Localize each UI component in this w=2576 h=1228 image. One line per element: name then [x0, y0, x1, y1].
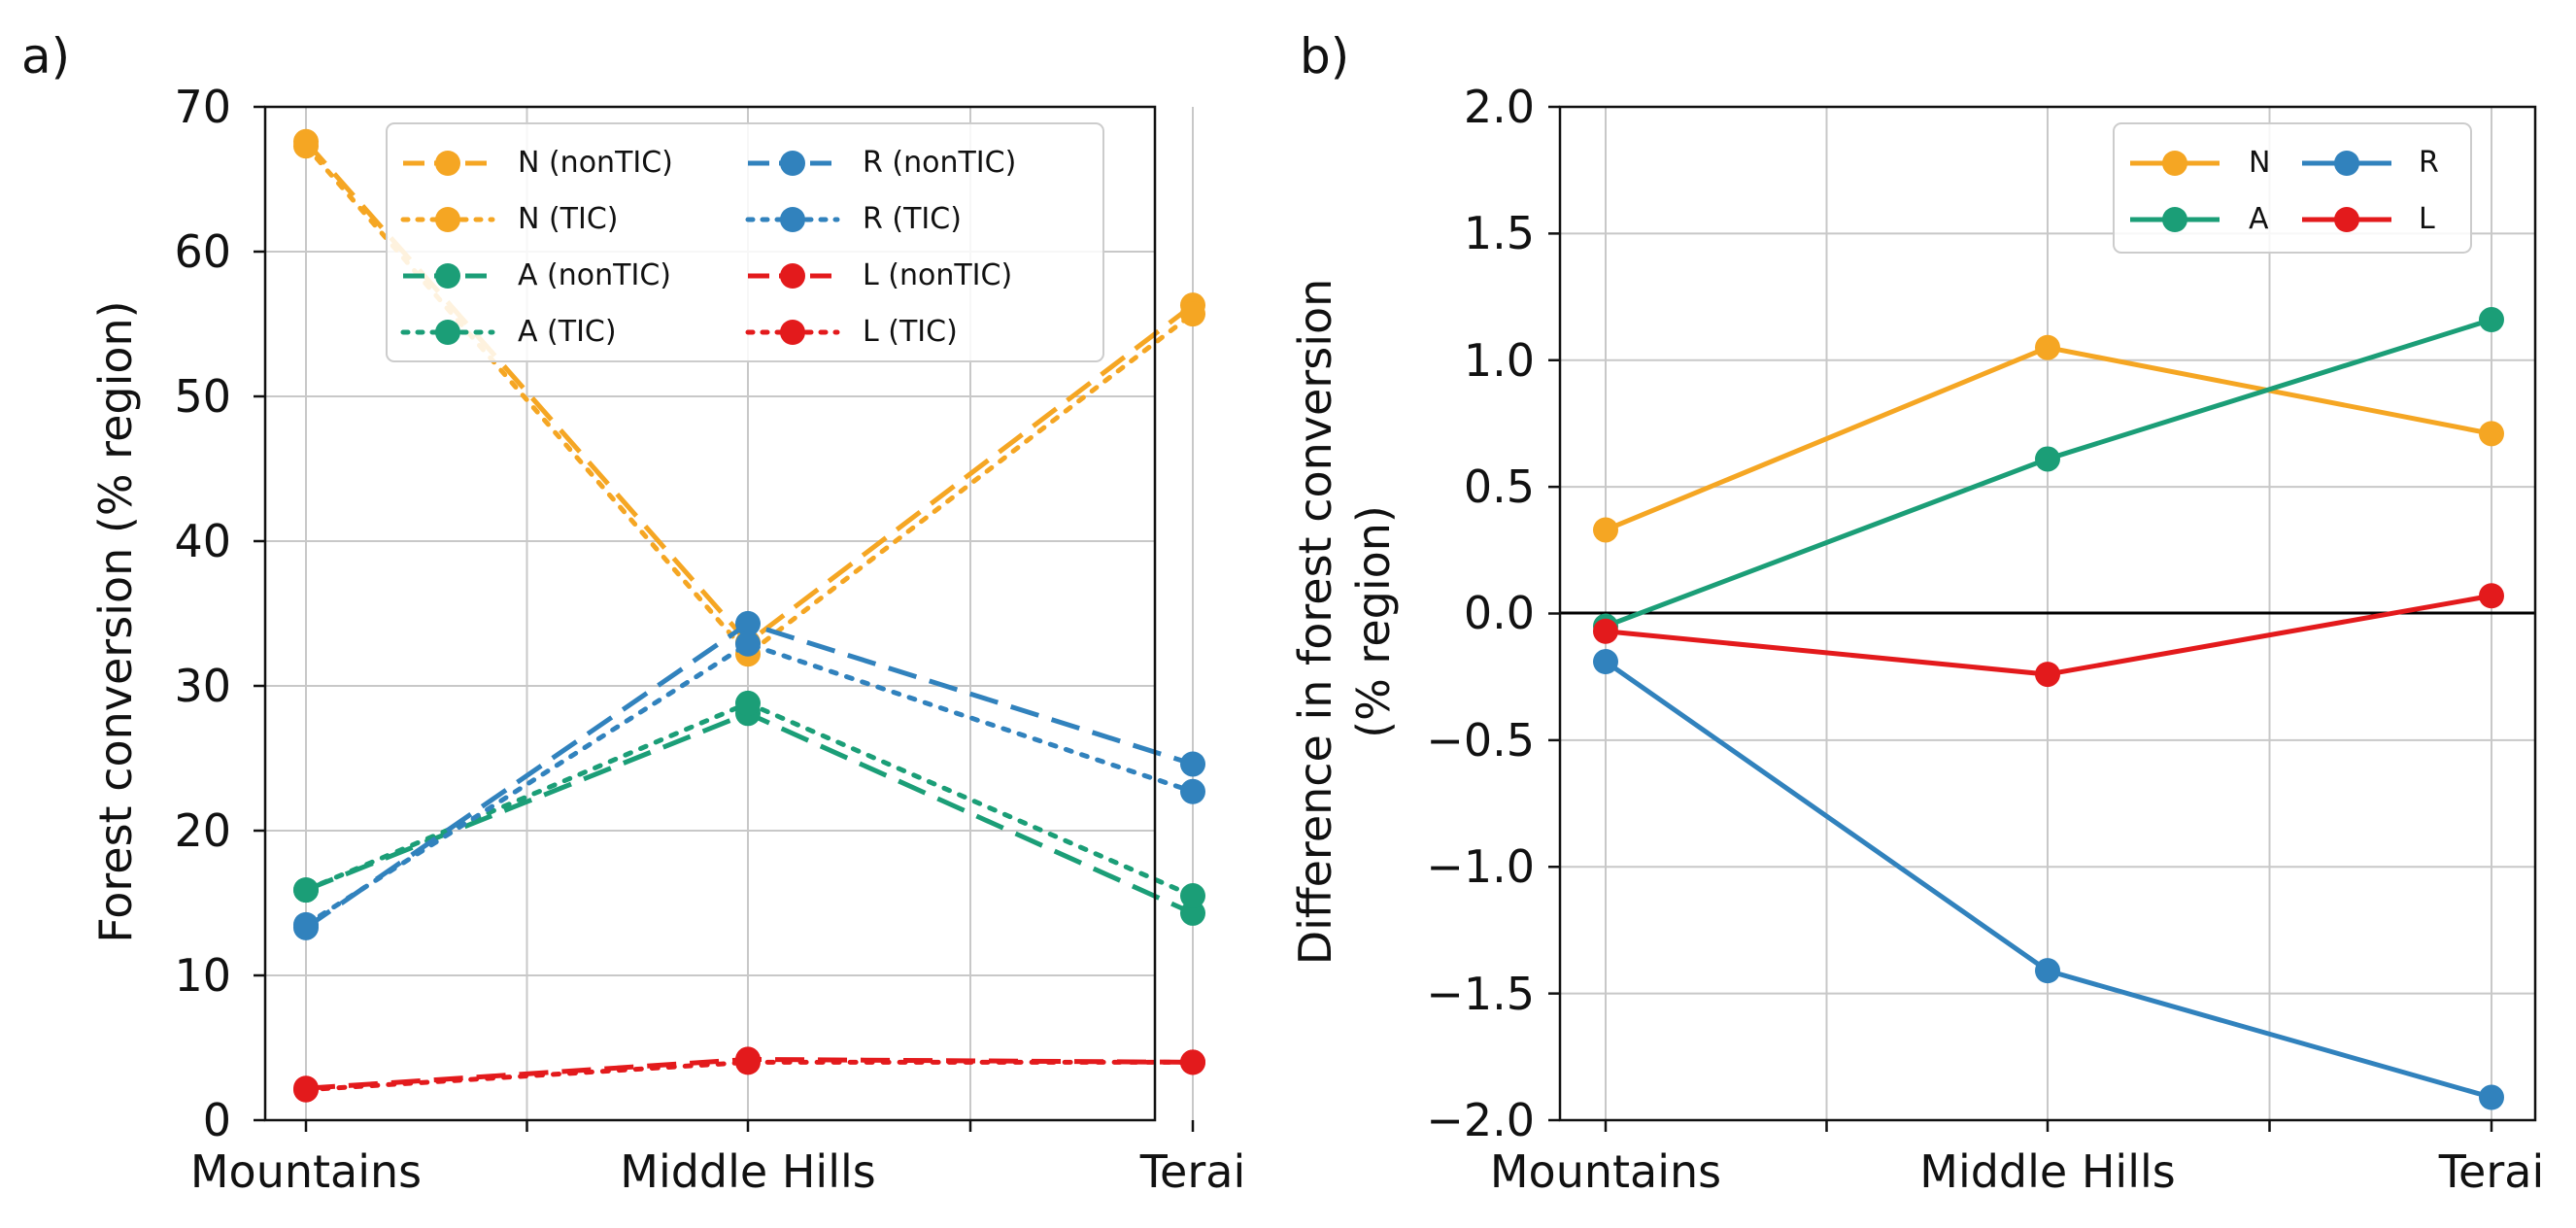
panel-b-data-point-a	[2479, 307, 2504, 333]
panel-b-y-axis-title-units: (% region)	[1347, 505, 1400, 738]
panel-a-legend-swatch-marker-r-nontic	[780, 151, 805, 176]
panel-b-legend: N A R L	[2113, 122, 2472, 254]
panel-a-data-point-l-tic	[735, 1049, 761, 1075]
panel-b-legend-swatch-marker-r	[2334, 151, 2359, 176]
panel-b-legend-box	[2113, 122, 2472, 254]
panel-b-y-tick: 2.0	[1464, 81, 1535, 133]
panel-a: a) Forest conversion (% region) 0 10 20 …	[21, 28, 1245, 1198]
panel-a-y-axis-title: Forest conversion (% region)	[89, 300, 142, 942]
panel-b-data-point-n	[2035, 334, 2060, 360]
panel-a-legend-swatch-marker-n-nontic	[435, 151, 460, 176]
panel-b-legend-entry-a: A	[2249, 202, 2269, 236]
panel-a-legend-swatch-marker-l-tic	[780, 320, 805, 345]
panel-a-legend-entry-r-tic: R (TIC)	[863, 202, 962, 236]
panel-b-y-axis-title: Difference in forest conversion	[1289, 279, 1341, 966]
panel-a-plot-frame	[263, 105, 1157, 1122]
panel-b-y-tick: 1.5	[1464, 207, 1535, 259]
panel-b-data-point-n	[1593, 517, 1618, 543]
panel-b-legend-entry-r: R	[2419, 146, 2439, 180]
panel-a-series-line-r-nontic	[304, 621, 1194, 930]
panel-a-data-point-l-tic	[293, 1076, 319, 1103]
panel-a-legend-swatches	[400, 151, 840, 345]
panel-a-series-line-a-nontic	[305, 710, 1195, 916]
panel-a-legend-entry-a-tic: A (TIC)	[518, 315, 617, 349]
panel-b-data-point-a	[2035, 446, 2060, 472]
panel-a-y-tick: 60	[174, 225, 231, 278]
panel-a-legend-entry-r-nontic: R (nonTIC)	[863, 146, 1016, 180]
panel-a-legend-entry-l-nontic: L (nonTIC)	[863, 258, 1012, 292]
panel-a-legend-swatch-marker-n-tic	[435, 207, 460, 232]
panel-b-x-tick: Terai	[2438, 1145, 2544, 1198]
panel-a-legend: N (nonTIC) N (TIC) A (nonTIC) A (TIC) R …	[386, 122, 1104, 362]
panel-b-data-point-r	[1593, 649, 1618, 675]
panel-b-data-point-r	[2479, 1084, 2504, 1110]
panel-a-legend-entry-l-tic: L (TIC)	[863, 315, 958, 349]
panel-a-data-point-a-tic	[1180, 883, 1205, 909]
panel-a-data-point-r-tic	[1180, 778, 1205, 804]
panel-a-y-tick: 70	[174, 81, 231, 133]
panel-b-legend-entry-n: N	[2249, 146, 2270, 180]
panel-a-legend-swatch-marker-l-nontic	[780, 263, 805, 289]
panel-a-data-point-r-nontic	[735, 610, 761, 636]
panel-b-y-tick: 0.5	[1464, 460, 1535, 513]
panel-b-x-tick: Middle Hills	[1919, 1145, 2175, 1198]
panel-a-data-point-a-tic	[293, 877, 319, 904]
panel-a-series-line-n-tic	[303, 143, 1196, 657]
panel-b-data-point-l	[2035, 662, 2060, 688]
panel-b-y-tick: 0.0	[1464, 587, 1535, 639]
panel-b-y-tick: −2.0	[1426, 1094, 1535, 1146]
panel-a-x-tick: Terai	[1139, 1145, 1245, 1198]
panel-a-y-tick: 30	[174, 660, 231, 712]
panel-a-data-point-n-tic	[1180, 301, 1205, 327]
panel-a-legend-swatch-marker-a-tic	[435, 320, 460, 345]
panel-b-y-tick: 1.0	[1464, 334, 1535, 387]
panel-a-data-point-l-tic	[1180, 1049, 1205, 1075]
panel-a-legend-entry-n-tic: N (TIC)	[518, 202, 619, 236]
panel-b-legend-entry-l: L	[2419, 202, 2435, 236]
panel-b-data-point-r	[2035, 958, 2060, 984]
panel-a-data-point-a-tic	[735, 690, 761, 716]
panel-b-y-tick: −1.0	[1426, 840, 1535, 893]
panel-a-legend-entry-n-nontic: N (nonTIC)	[518, 146, 673, 180]
panel-b-data-point-n	[2479, 421, 2504, 447]
panel-a-y-tick: 20	[174, 804, 231, 857]
panel-a-data-point-r-tic	[293, 911, 319, 938]
panel-b-y-tick: −0.5	[1426, 714, 1535, 767]
panel-a-y-tick: 10	[174, 949, 231, 1002]
panel-a-series-line-a-tic	[303, 700, 1196, 899]
panel-a-legend-swatch-marker-a-nontic	[435, 263, 460, 289]
panel-b-data-point-l	[2479, 583, 2504, 609]
panel-a-legend-box	[386, 122, 1104, 362]
panel-b-legend-swatch-marker-a	[2162, 207, 2187, 232]
panel-b: b) Difference in forest conversion (% re…	[1289, 28, 2544, 1198]
panel-b-x-tick: Mountains	[1490, 1145, 1721, 1198]
panel-a-label: a)	[21, 28, 70, 85]
panel-a-legend-entry-a-nontic: A (nonTIC)	[518, 258, 671, 292]
panel-a-data-point-r-tic	[735, 631, 761, 657]
panel-a-x-tick: Middle Hills	[620, 1145, 875, 1198]
panel-a-tick-marks	[254, 105, 1195, 1132]
panel-b-legend-swatch-marker-n	[2162, 151, 2187, 176]
panel-a-data-point-n-tic	[293, 133, 319, 159]
panel-b-legend-swatches	[2130, 151, 2391, 232]
panel-a-data-point-r-nontic	[1180, 751, 1205, 777]
panel-b-data-point-l	[1593, 618, 1618, 644]
panel-a-y-tick: 40	[174, 515, 231, 567]
panel-b-series	[1593, 307, 2504, 1110]
panel-b-y-tick: −1.5	[1426, 968, 1535, 1020]
panel-a-legend-swatch-marker-r-tic	[780, 207, 805, 232]
panel-b-tick-marks	[1548, 105, 2493, 1132]
panel-b-legend-swatch-marker-l	[2334, 207, 2359, 232]
panel-a-x-tick: Mountains	[190, 1145, 422, 1198]
panel-a-data-point-a-nontic	[1180, 900, 1205, 926]
panel-a-series-line-l-tic	[303, 1059, 1196, 1093]
panel-b-label: b)	[1300, 28, 1349, 85]
panel-a-y-tick: 0	[203, 1094, 231, 1146]
panel-a-y-tick: 50	[174, 370, 231, 423]
